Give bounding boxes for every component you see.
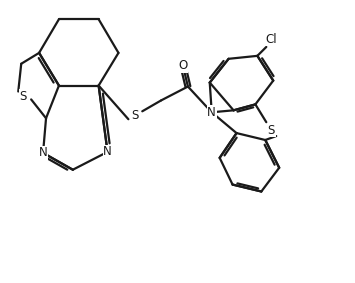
Text: S: S [132,109,139,122]
Text: N: N [39,146,48,159]
Text: S: S [268,124,275,137]
Text: N: N [207,106,216,119]
Text: O: O [178,59,187,72]
Text: Cl: Cl [266,33,277,46]
Text: N: N [103,145,112,158]
Text: S: S [20,90,27,103]
